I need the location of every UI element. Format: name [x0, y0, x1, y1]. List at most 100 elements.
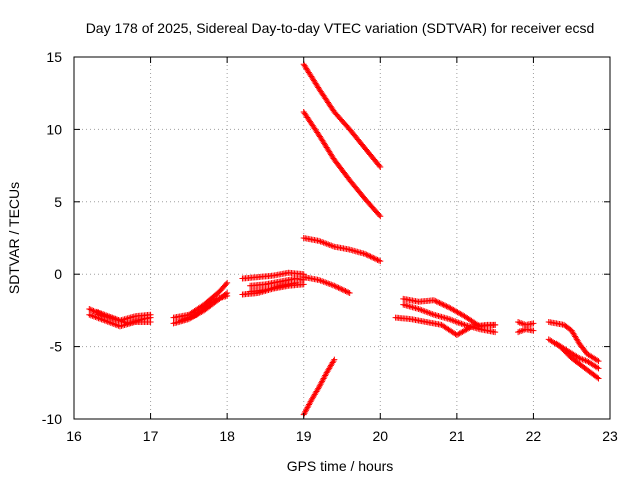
x-tick-label: 16 — [66, 428, 82, 444]
x-tick-label: 20 — [372, 428, 388, 444]
data-point — [371, 255, 378, 262]
data-point — [90, 307, 97, 314]
data-point — [342, 288, 349, 295]
series-arc-c3 — [247, 275, 307, 289]
data-point — [366, 252, 373, 259]
series-arc-d5 — [300, 356, 338, 418]
series-arc-b1 — [170, 279, 231, 321]
x-axis: 16 17 18 19 20 21 22 23 — [66, 57, 618, 444]
data-point — [343, 288, 350, 295]
data-point — [440, 301, 447, 308]
data-layer — [86, 61, 602, 418]
grid — [74, 57, 610, 419]
y-axis: -10 -5 0 5 10 15 — [42, 49, 610, 427]
data-point — [444, 303, 451, 310]
x-tick-label: 21 — [449, 428, 465, 444]
data-point — [432, 297, 439, 304]
series-arc-e3 — [392, 314, 499, 339]
data-point — [293, 279, 300, 286]
data-point — [594, 357, 601, 364]
data-point — [87, 306, 94, 313]
series-arc-g1 — [545, 318, 602, 365]
data-point — [377, 164, 384, 171]
series-arc-d3 — [300, 235, 384, 265]
data-point — [346, 290, 353, 297]
data-point — [442, 302, 449, 309]
series-arc-d4 — [300, 274, 353, 297]
data-point — [530, 320, 537, 327]
y-tick-label: -5 — [50, 339, 63, 355]
data-point — [367, 253, 374, 260]
y-tick-label: 0 — [54, 266, 62, 282]
data-point — [223, 281, 230, 288]
y-tick-label: 15 — [46, 49, 62, 65]
data-point — [224, 292, 231, 299]
y-tick-label: 5 — [54, 194, 62, 210]
data-point — [435, 299, 442, 306]
data-point — [377, 258, 384, 265]
x-tick-label: 17 — [143, 428, 159, 444]
data-point — [86, 305, 93, 312]
data-point — [363, 251, 370, 258]
data-point — [334, 284, 341, 291]
series-arc-b3 — [178, 292, 231, 324]
data-point — [335, 284, 342, 291]
data-point — [594, 364, 601, 371]
data-point — [332, 283, 339, 290]
data-point — [345, 289, 352, 296]
series-arc-f1 — [515, 318, 537, 328]
data-point — [430, 297, 437, 304]
data-point — [595, 358, 602, 365]
series-arc-g3 — [553, 340, 602, 372]
series-arc-f2 — [515, 326, 537, 336]
series-arc-d1 — [300, 61, 384, 171]
data-point — [594, 374, 601, 381]
data-point — [224, 279, 231, 286]
data-point — [574, 354, 581, 361]
y-axis-label: SDTVAR / TECUs — [6, 182, 22, 294]
data-point — [443, 303, 450, 310]
x-axis-label: GPS time / hours — [287, 458, 394, 474]
data-point — [492, 329, 499, 336]
data-point — [436, 299, 443, 306]
data-point — [331, 356, 338, 363]
data-point — [376, 162, 383, 169]
data-point — [89, 307, 96, 314]
x-tick-label: 19 — [296, 428, 312, 444]
series-arc-g2 — [545, 336, 602, 382]
plot-frame — [73, 56, 611, 420]
data-point — [341, 287, 348, 294]
data-point — [370, 254, 377, 261]
data-point — [376, 212, 383, 219]
data-point — [330, 358, 337, 365]
data-point — [364, 252, 371, 259]
data-point — [595, 365, 602, 372]
series-arc-c1 — [239, 269, 307, 282]
x-tick-label: 22 — [526, 428, 542, 444]
data-point — [439, 301, 446, 308]
y-tick-label: 10 — [46, 121, 62, 137]
x-tick-label: 23 — [602, 428, 618, 444]
data-point — [530, 327, 537, 334]
data-point — [377, 213, 384, 220]
y-tick-label: -10 — [42, 411, 62, 427]
data-point — [147, 314, 154, 321]
data-point — [338, 286, 345, 293]
series-arc-d2 — [300, 109, 384, 220]
data-point — [368, 254, 375, 261]
series-arc-c4 — [247, 279, 300, 295]
data-point — [374, 256, 381, 263]
data-point — [595, 375, 602, 382]
x-tick-label: 18 — [219, 428, 235, 444]
data-point — [339, 286, 346, 293]
data-point — [336, 285, 343, 292]
data-point — [467, 324, 474, 331]
data-point — [373, 256, 380, 263]
series-arc-e1 — [400, 295, 499, 330]
data-point — [492, 321, 499, 328]
data-point — [331, 282, 338, 289]
data-point — [361, 250, 368, 257]
data-point — [375, 257, 382, 264]
chart-title: Day 178 of 2025, Sidereal Day-to-day VTE… — [86, 20, 595, 36]
